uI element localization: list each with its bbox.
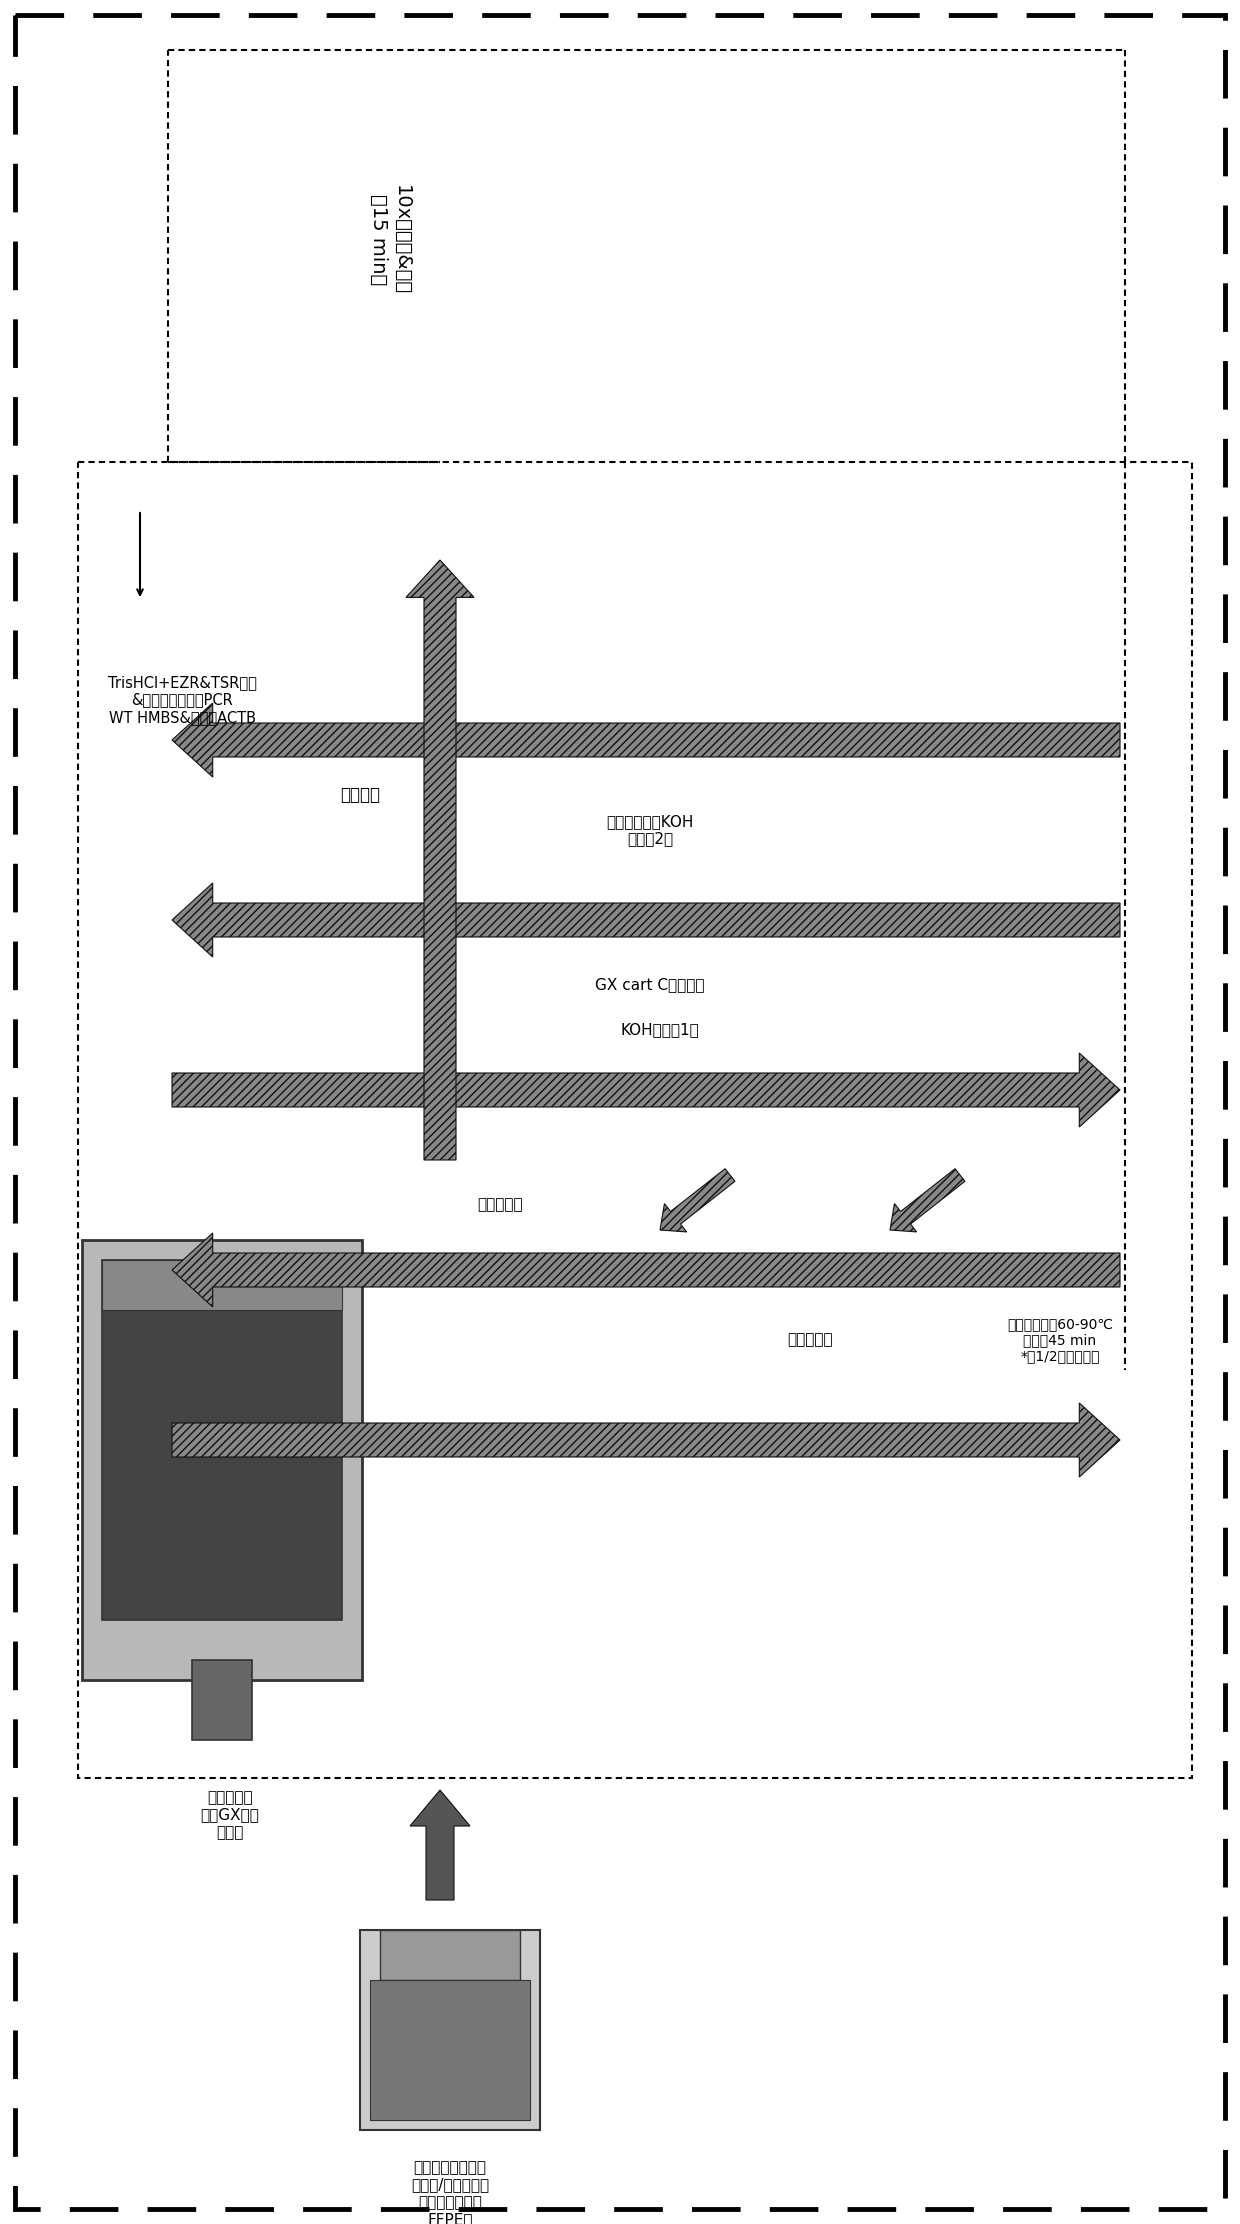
Bar	[102, 1261, 342, 1619]
Bar	[370, 1979, 529, 2119]
Polygon shape	[405, 560, 474, 1161]
Bar	[78, 463, 1192, 1777]
Text: 10x管冲洗&加热
（15 min）: 10x管冲洗&加热 （15 min）	[370, 185, 410, 296]
Polygon shape	[172, 1232, 1120, 1308]
Text: 结合缓冲液: 结合缓冲液	[787, 1332, 833, 1348]
Polygon shape	[660, 1168, 735, 1232]
Text: 洗涤，冲洗和KOH
洗脱（2）: 洗涤，冲洗和KOH 洗脱（2）	[606, 814, 693, 845]
Polygon shape	[172, 883, 1120, 956]
Text: KOH洗脱（1）: KOH洗脱（1）	[621, 1023, 699, 1039]
Text: 亚硫酸氢盐: 亚硫酸氢盐	[477, 1197, 523, 1212]
Text: 脱磺酸基: 脱磺酸基	[340, 785, 379, 805]
Polygon shape	[172, 1052, 1120, 1128]
Bar	[102, 1261, 342, 1310]
Text: GX cart C柱，结合: GX cart C柱，结合	[595, 979, 704, 992]
Text: 将样品添加到裂解
缓冲液/结合缓冲液
（血清，血浆，
FFPE）: 将样品添加到裂解 缓冲液/结合缓冲液 （血清，血浆， FFPE）	[410, 2160, 489, 2224]
Bar	[360, 1930, 539, 2131]
Text: TrisHCl+EZR&TSR小珠
&移动到管以进行PCR
WT HMBS&转化的ACTB: TrisHCl+EZR&TSR小珠 &移动到管以进行PCR WT HMBS&转化…	[108, 676, 257, 725]
Bar	[379, 1930, 520, 1979]
Bar	[192, 1659, 252, 1739]
Polygon shape	[172, 703, 1120, 776]
Bar	[82, 1241, 362, 1679]
Text: 自动化的，
使用GX盒中
的试剂: 自动化的， 使用GX盒中 的试剂	[201, 1790, 259, 1839]
Polygon shape	[410, 1790, 470, 1899]
Text: 移动到管并在60-90℃
下加热45 min
*仅1/2样品被加热: 移动到管并在60-90℃ 下加热45 min *仅1/2样品被加热	[1007, 1317, 1114, 1363]
Polygon shape	[172, 1403, 1120, 1477]
Polygon shape	[890, 1168, 965, 1232]
